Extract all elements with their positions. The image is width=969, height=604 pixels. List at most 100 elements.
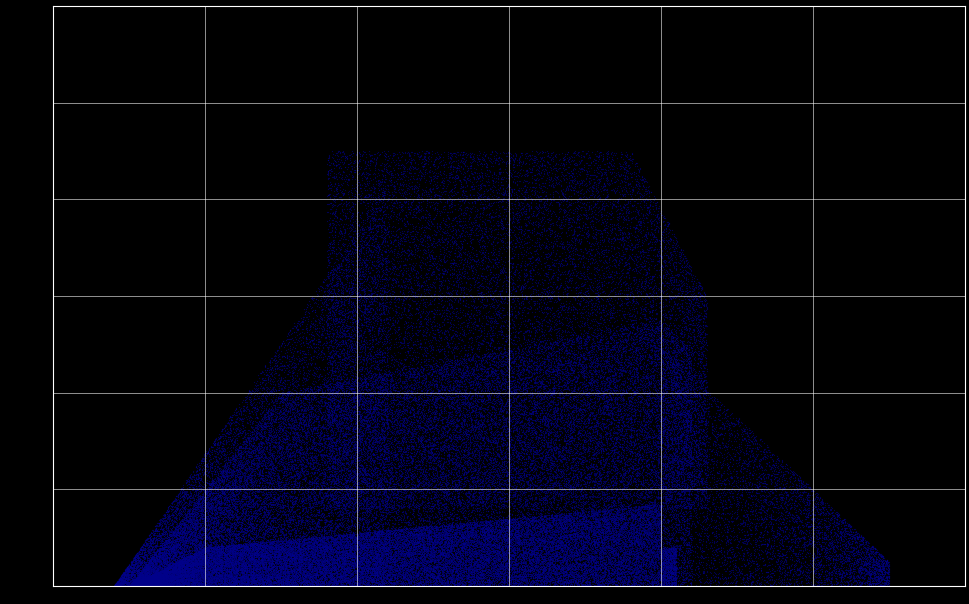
Point xyxy=(607,449,622,459)
Point xyxy=(337,312,353,321)
Point xyxy=(600,530,615,540)
Point xyxy=(236,541,252,551)
Point xyxy=(649,544,665,554)
Point xyxy=(628,347,643,356)
Point xyxy=(144,551,160,561)
Point xyxy=(596,559,611,568)
Point xyxy=(538,342,553,352)
Point xyxy=(247,579,263,588)
Point xyxy=(397,236,413,246)
Point xyxy=(270,448,286,458)
Point xyxy=(459,401,475,411)
Point xyxy=(323,554,338,564)
Point xyxy=(531,550,547,560)
Point xyxy=(399,527,415,536)
Point xyxy=(333,556,349,566)
Point xyxy=(633,539,648,549)
Point xyxy=(667,410,682,420)
Point xyxy=(868,575,884,585)
Point xyxy=(660,554,675,564)
Point xyxy=(601,519,616,528)
Point xyxy=(711,547,727,556)
Point xyxy=(646,354,662,364)
Point xyxy=(486,545,502,554)
Point xyxy=(679,440,695,449)
Point xyxy=(428,423,444,433)
Point xyxy=(435,525,451,535)
Point xyxy=(617,328,633,338)
Point xyxy=(225,545,240,554)
Point xyxy=(484,422,499,431)
Point xyxy=(569,178,584,188)
Point xyxy=(449,261,464,271)
Point xyxy=(120,569,136,579)
Point xyxy=(269,544,285,553)
Point xyxy=(171,579,186,589)
Point xyxy=(498,427,514,437)
Point xyxy=(356,239,371,249)
Point xyxy=(398,324,414,334)
Point xyxy=(297,564,313,574)
Point xyxy=(460,542,476,551)
Point xyxy=(202,523,217,533)
Point xyxy=(593,340,609,350)
Point xyxy=(576,356,591,366)
Point xyxy=(153,577,169,587)
Point xyxy=(608,509,623,519)
Point xyxy=(376,559,391,568)
Point xyxy=(339,550,355,559)
Point xyxy=(463,538,479,548)
Point xyxy=(422,580,438,590)
Point xyxy=(362,222,378,231)
Point xyxy=(536,357,551,367)
Point xyxy=(245,544,261,553)
Point xyxy=(374,564,390,573)
Point xyxy=(490,435,506,445)
Point xyxy=(563,316,578,326)
Point xyxy=(636,528,651,538)
Point xyxy=(469,396,484,406)
Point xyxy=(468,519,484,529)
Point xyxy=(559,518,575,527)
Point xyxy=(315,559,330,569)
Point xyxy=(867,579,883,589)
Point xyxy=(589,325,605,335)
Point xyxy=(248,451,264,461)
Point xyxy=(447,237,462,247)
Point xyxy=(234,439,250,449)
Point xyxy=(360,393,376,403)
Point xyxy=(297,462,313,472)
Point xyxy=(347,481,362,490)
Point xyxy=(632,511,647,521)
Point xyxy=(569,460,584,469)
Point xyxy=(370,529,386,539)
Point xyxy=(433,418,449,428)
Point xyxy=(601,427,616,437)
Point xyxy=(327,321,342,331)
Point xyxy=(557,327,573,337)
Point xyxy=(136,574,151,583)
Point xyxy=(333,374,349,384)
Point xyxy=(453,578,469,588)
Point xyxy=(466,549,482,559)
Point xyxy=(138,579,153,588)
Point xyxy=(542,452,557,462)
Point xyxy=(832,571,848,580)
Point xyxy=(587,546,603,556)
Point xyxy=(808,525,824,535)
Point xyxy=(376,481,391,490)
Point xyxy=(225,539,240,548)
Point xyxy=(195,547,210,557)
Point xyxy=(462,470,478,480)
Point xyxy=(444,576,459,586)
Point xyxy=(544,303,559,312)
Point xyxy=(284,554,299,564)
Point xyxy=(360,330,376,339)
Point xyxy=(568,571,583,581)
Point xyxy=(860,549,875,559)
Point xyxy=(144,542,160,551)
Point xyxy=(151,572,167,582)
Point xyxy=(411,303,426,312)
Point xyxy=(289,548,304,557)
Point xyxy=(746,558,762,568)
